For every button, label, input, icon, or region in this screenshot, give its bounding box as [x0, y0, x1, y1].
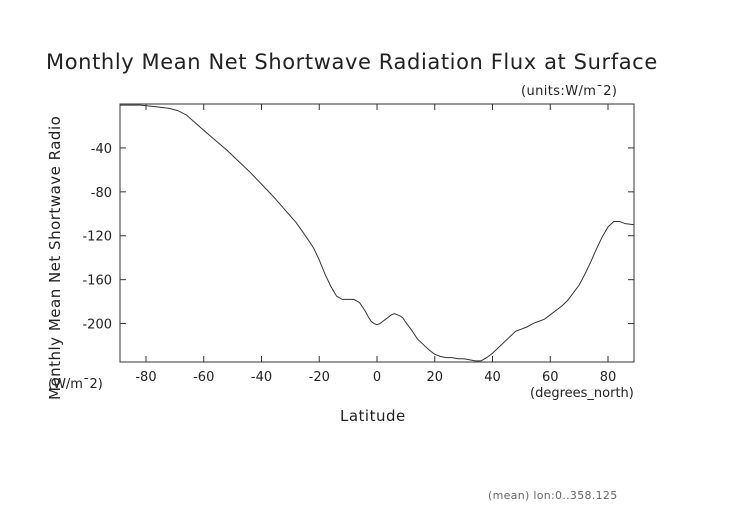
y-tick-label: -160	[82, 274, 112, 289]
y-tick-label: -80	[91, 186, 112, 201]
plot-frame	[119, 103, 635, 363]
x-tick-label: 0	[373, 370, 381, 385]
y-axis-units: (W/m¯2)	[48, 377, 103, 392]
x-tick-label: 60	[542, 370, 559, 385]
x-axis-units: (degrees_north)	[530, 386, 634, 401]
y-tick-labels: -40 -80 -120 -160 -200	[82, 142, 112, 333]
y-tick-label: -120	[82, 230, 112, 245]
x-tick-label: -40	[251, 370, 272, 385]
x-tick-label: -80	[135, 370, 156, 385]
y-tick-label: -200	[82, 318, 112, 333]
x-tick-label: 40	[484, 370, 501, 385]
x-axis-label: Latitude	[340, 407, 406, 425]
series-line	[120, 104, 635, 362]
x-tick-labels: -80 -60 -40 -20 0 20 40 60 80	[135, 370, 616, 385]
ticks	[120, 104, 634, 362]
x-tick-label: 80	[600, 370, 617, 385]
x-tick-label: -60	[193, 370, 214, 385]
x-tick-label: -20	[309, 370, 330, 385]
chart-title: Monthly Mean Net Shortwave Radiation Flu…	[46, 50, 658, 74]
x-tick-label: 20	[426, 370, 443, 385]
y-axis-label: Monthly Mean Net Shortwave Radio	[46, 116, 64, 400]
y-tick-label: -40	[91, 142, 112, 157]
footer-note: (mean) lon:0..358.125	[488, 489, 618, 502]
chart-units-subtitle: (units:W/m¯2)	[521, 84, 617, 99]
